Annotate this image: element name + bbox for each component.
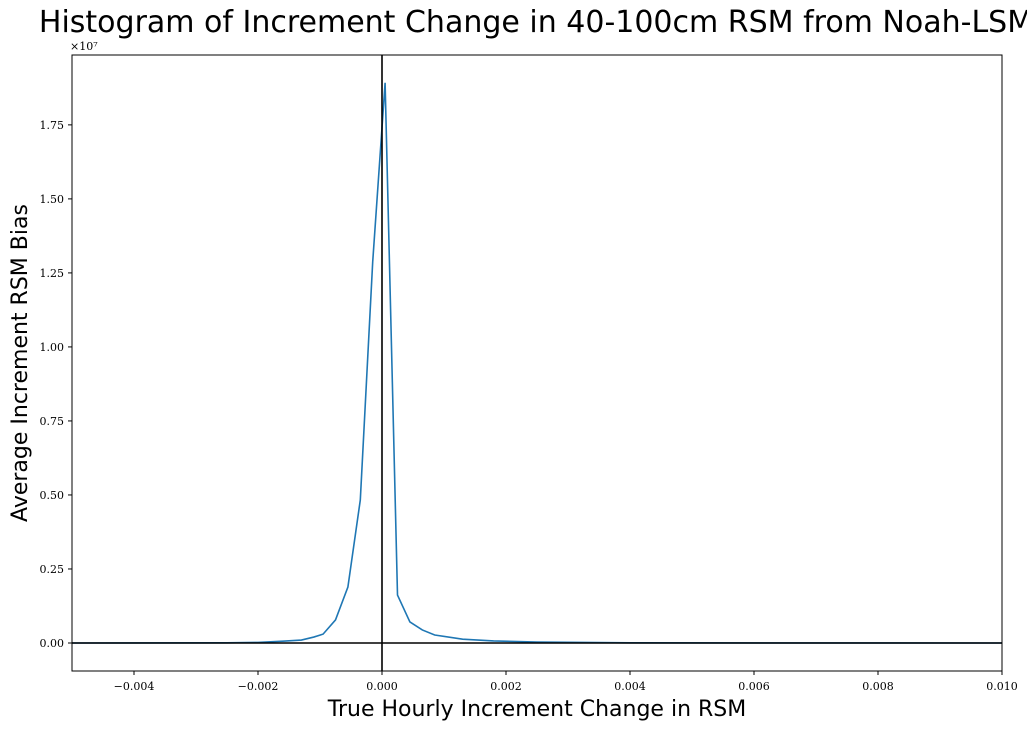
y-tick-label: 1.50 — [40, 193, 65, 206]
y-multiplier: ×10⁷ — [70, 40, 98, 53]
y-tick-label: 0.25 — [40, 563, 65, 576]
y-tick-label: 0.00 — [40, 637, 65, 650]
x-tick-label: 0.002 — [490, 680, 522, 693]
x-tick-label: 0.000 — [366, 680, 398, 693]
x-tick-label: 0.008 — [862, 680, 894, 693]
y-axis-label: Average Increment RSM Bias — [8, 204, 33, 522]
x-tick-label: 0.004 — [614, 680, 646, 693]
y-tick-label: 0.75 — [40, 415, 65, 428]
data-line — [71, 82, 1003, 644]
plot-frame — [71, 54, 1003, 672]
y-tick-label: 1.25 — [40, 267, 65, 280]
x-axis-label: True Hourly Increment Change in RSM — [327, 697, 747, 722]
x-tick-label: −0.004 — [114, 680, 155, 693]
y-tick-label: 1.00 — [40, 341, 65, 354]
y-tick-label: 1.75 — [40, 119, 65, 132]
x-tick-label: −0.002 — [238, 680, 279, 693]
chart-title: Histogram of Increment Change in 40-100c… — [39, 5, 1027, 40]
x-tick-label: 0.006 — [738, 680, 770, 693]
y-tick-label: 0.50 — [40, 489, 65, 502]
x-tick-label: 0.010 — [986, 680, 1018, 693]
